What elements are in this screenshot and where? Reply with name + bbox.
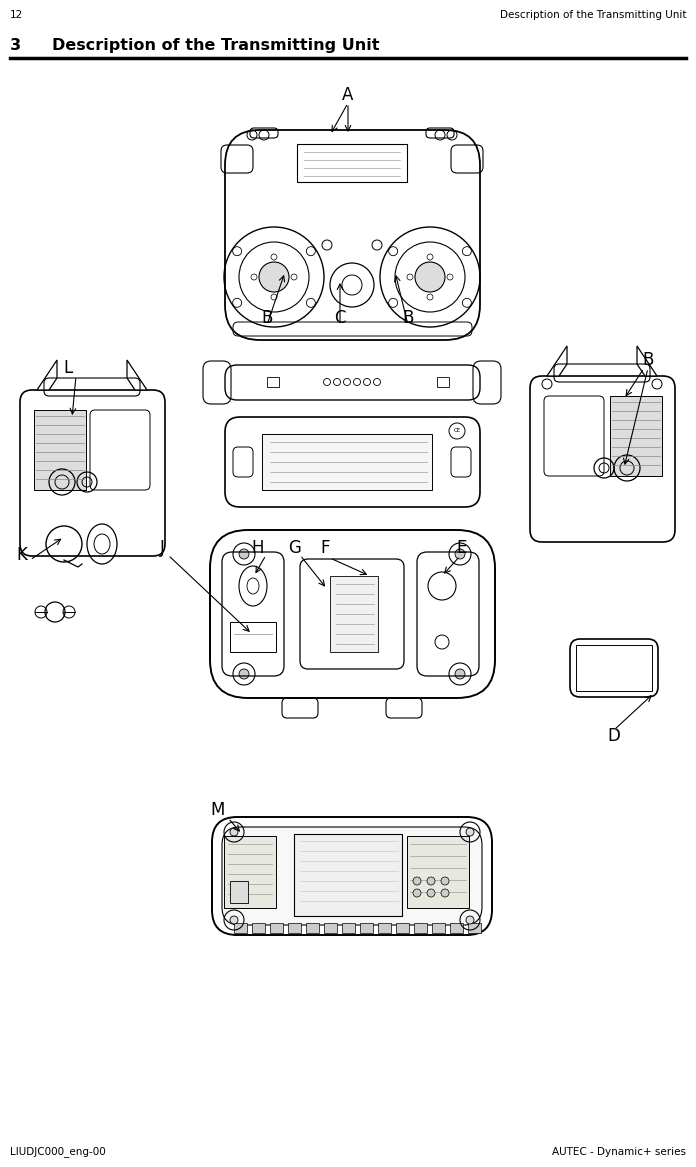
Bar — [610, 396, 662, 476]
Bar — [234, 923, 247, 932]
Text: K: K — [17, 546, 27, 564]
Ellipse shape — [455, 548, 465, 559]
Bar — [414, 923, 427, 932]
Ellipse shape — [441, 876, 449, 885]
Polygon shape — [127, 359, 147, 390]
Text: A: A — [342, 86, 354, 104]
Bar — [288, 923, 301, 932]
Bar — [468, 923, 481, 932]
Bar — [252, 923, 265, 932]
Bar — [297, 144, 407, 182]
Bar — [270, 923, 283, 932]
Bar — [378, 923, 391, 932]
Text: B: B — [402, 309, 413, 327]
Text: L: L — [63, 359, 72, 377]
Bar — [294, 834, 402, 916]
Ellipse shape — [427, 889, 435, 897]
Bar — [576, 645, 652, 691]
Text: M: M — [211, 801, 226, 819]
Text: AUTEC - Dynamic+ series: AUTEC - Dynamic+ series — [552, 1147, 686, 1156]
Bar — [324, 923, 337, 932]
Polygon shape — [37, 359, 57, 390]
Ellipse shape — [230, 829, 238, 836]
Ellipse shape — [415, 263, 445, 292]
Text: Description of the Transmitting Unit: Description of the Transmitting Unit — [52, 39, 379, 53]
Bar — [437, 377, 449, 387]
Bar — [396, 923, 409, 932]
Bar — [224, 836, 276, 908]
Text: B: B — [642, 351, 654, 369]
Text: H: H — [252, 539, 264, 557]
Bar — [342, 923, 355, 932]
Ellipse shape — [413, 889, 421, 897]
Bar — [262, 434, 432, 490]
Text: F: F — [320, 539, 330, 557]
Bar — [267, 377, 279, 387]
Ellipse shape — [413, 876, 421, 885]
Bar — [432, 923, 445, 932]
Text: CE: CE — [453, 428, 461, 433]
Ellipse shape — [455, 669, 465, 679]
Bar — [360, 923, 373, 932]
Bar — [306, 923, 319, 932]
Text: 12: 12 — [10, 11, 23, 20]
Polygon shape — [547, 345, 567, 376]
Text: E: E — [457, 539, 467, 557]
Ellipse shape — [466, 916, 474, 924]
Text: Description of the Transmitting Unit: Description of the Transmitting Unit — [500, 11, 686, 20]
Text: J: J — [159, 539, 164, 557]
Text: B: B — [261, 309, 273, 327]
Ellipse shape — [239, 548, 249, 559]
FancyBboxPatch shape — [222, 827, 482, 925]
Ellipse shape — [466, 829, 474, 836]
Text: C: C — [334, 309, 346, 327]
Ellipse shape — [441, 889, 449, 897]
Bar — [330, 576, 378, 652]
Ellipse shape — [427, 876, 435, 885]
Polygon shape — [637, 345, 657, 376]
Ellipse shape — [259, 263, 289, 292]
Ellipse shape — [239, 669, 249, 679]
Bar — [230, 881, 248, 903]
Ellipse shape — [230, 916, 238, 924]
Bar — [407, 836, 469, 908]
Text: D: D — [608, 727, 620, 745]
Text: G: G — [289, 539, 301, 557]
Bar — [34, 410, 86, 490]
Bar — [230, 622, 276, 652]
Text: LIUDJC000_eng-00: LIUDJC000_eng-00 — [10, 1146, 106, 1156]
Bar — [450, 923, 463, 932]
Text: 3: 3 — [10, 39, 21, 53]
